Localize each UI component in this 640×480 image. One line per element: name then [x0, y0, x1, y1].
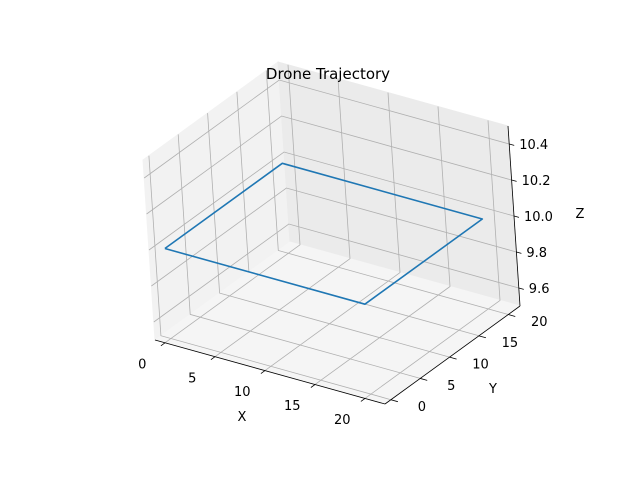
y-tick-label: 15 [502, 336, 519, 351]
y-gridline [177, 134, 421, 379]
z-gridline [153, 223, 519, 323]
z-tick-label: 10.2 [522, 174, 551, 189]
y-tick-label: 20 [531, 315, 548, 330]
series [164, 162, 484, 306]
x-tick-mark [360, 398, 366, 402]
z-tick-mark [516, 251, 522, 254]
x-gridline [164, 64, 301, 344]
x-axis-label: X [238, 410, 247, 425]
z-tick-mark [509, 143, 515, 146]
grid [143, 64, 519, 401]
z-gridline [143, 79, 510, 179]
x-tick-mark [260, 370, 266, 374]
z-gridline [151, 187, 517, 287]
y-tick-label: 5 [447, 379, 455, 394]
x-gridline [264, 92, 401, 371]
x-tick-label: 10 [234, 385, 251, 400]
y-tick-mark [478, 335, 487, 339]
y-tick-mark [390, 399, 398, 403]
y-axis-label: Y [488, 382, 497, 397]
y-axis-line [384, 305, 521, 405]
y-gridline [207, 113, 450, 358]
z-tick-mark [511, 179, 517, 182]
y-gridline [148, 155, 392, 401]
z-tick-label: 10.4 [519, 138, 548, 153]
x-tick-label: 20 [334, 413, 351, 428]
z-gridline [146, 115, 512, 215]
x-gridline [314, 106, 451, 385]
z-tick-mark [518, 287, 524, 290]
ticks: 0 5 10 15 20 0 5 10 15 20 9.6 9.8 10.0 10.2 10.4 [138, 138, 553, 428]
z-axis-label: Z [576, 207, 585, 222]
x-axis-line [154, 339, 386, 405]
y-tick-label: 10 [472, 358, 489, 373]
chart-title: Drone Trajectory [266, 65, 390, 83]
x-tick-label: 15 [284, 399, 301, 414]
x-tick-mark [210, 356, 216, 361]
y-tick-mark [449, 356, 457, 360]
x-tick-mark [160, 342, 166, 347]
z-tick-label: 9.6 [529, 282, 550, 297]
y-tick-label: 0 [418, 400, 426, 415]
z-tick-mark [513, 215, 520, 218]
x-gridline [364, 120, 501, 399]
y-tick-mark [508, 314, 516, 317]
x-tick-label: 5 [188, 371, 196, 386]
y-gridline [265, 70, 509, 315]
z-gridline [148, 151, 515, 251]
x-tick-label: 0 [138, 357, 146, 372]
z-tick-label: 9.8 [526, 246, 547, 261]
x-gridline [214, 78, 351, 358]
z-tick-label: 10.0 [524, 210, 553, 225]
trajectory-line [164, 162, 484, 306]
x-tick-mark [310, 384, 316, 388]
y-tick-mark [420, 378, 428, 381]
